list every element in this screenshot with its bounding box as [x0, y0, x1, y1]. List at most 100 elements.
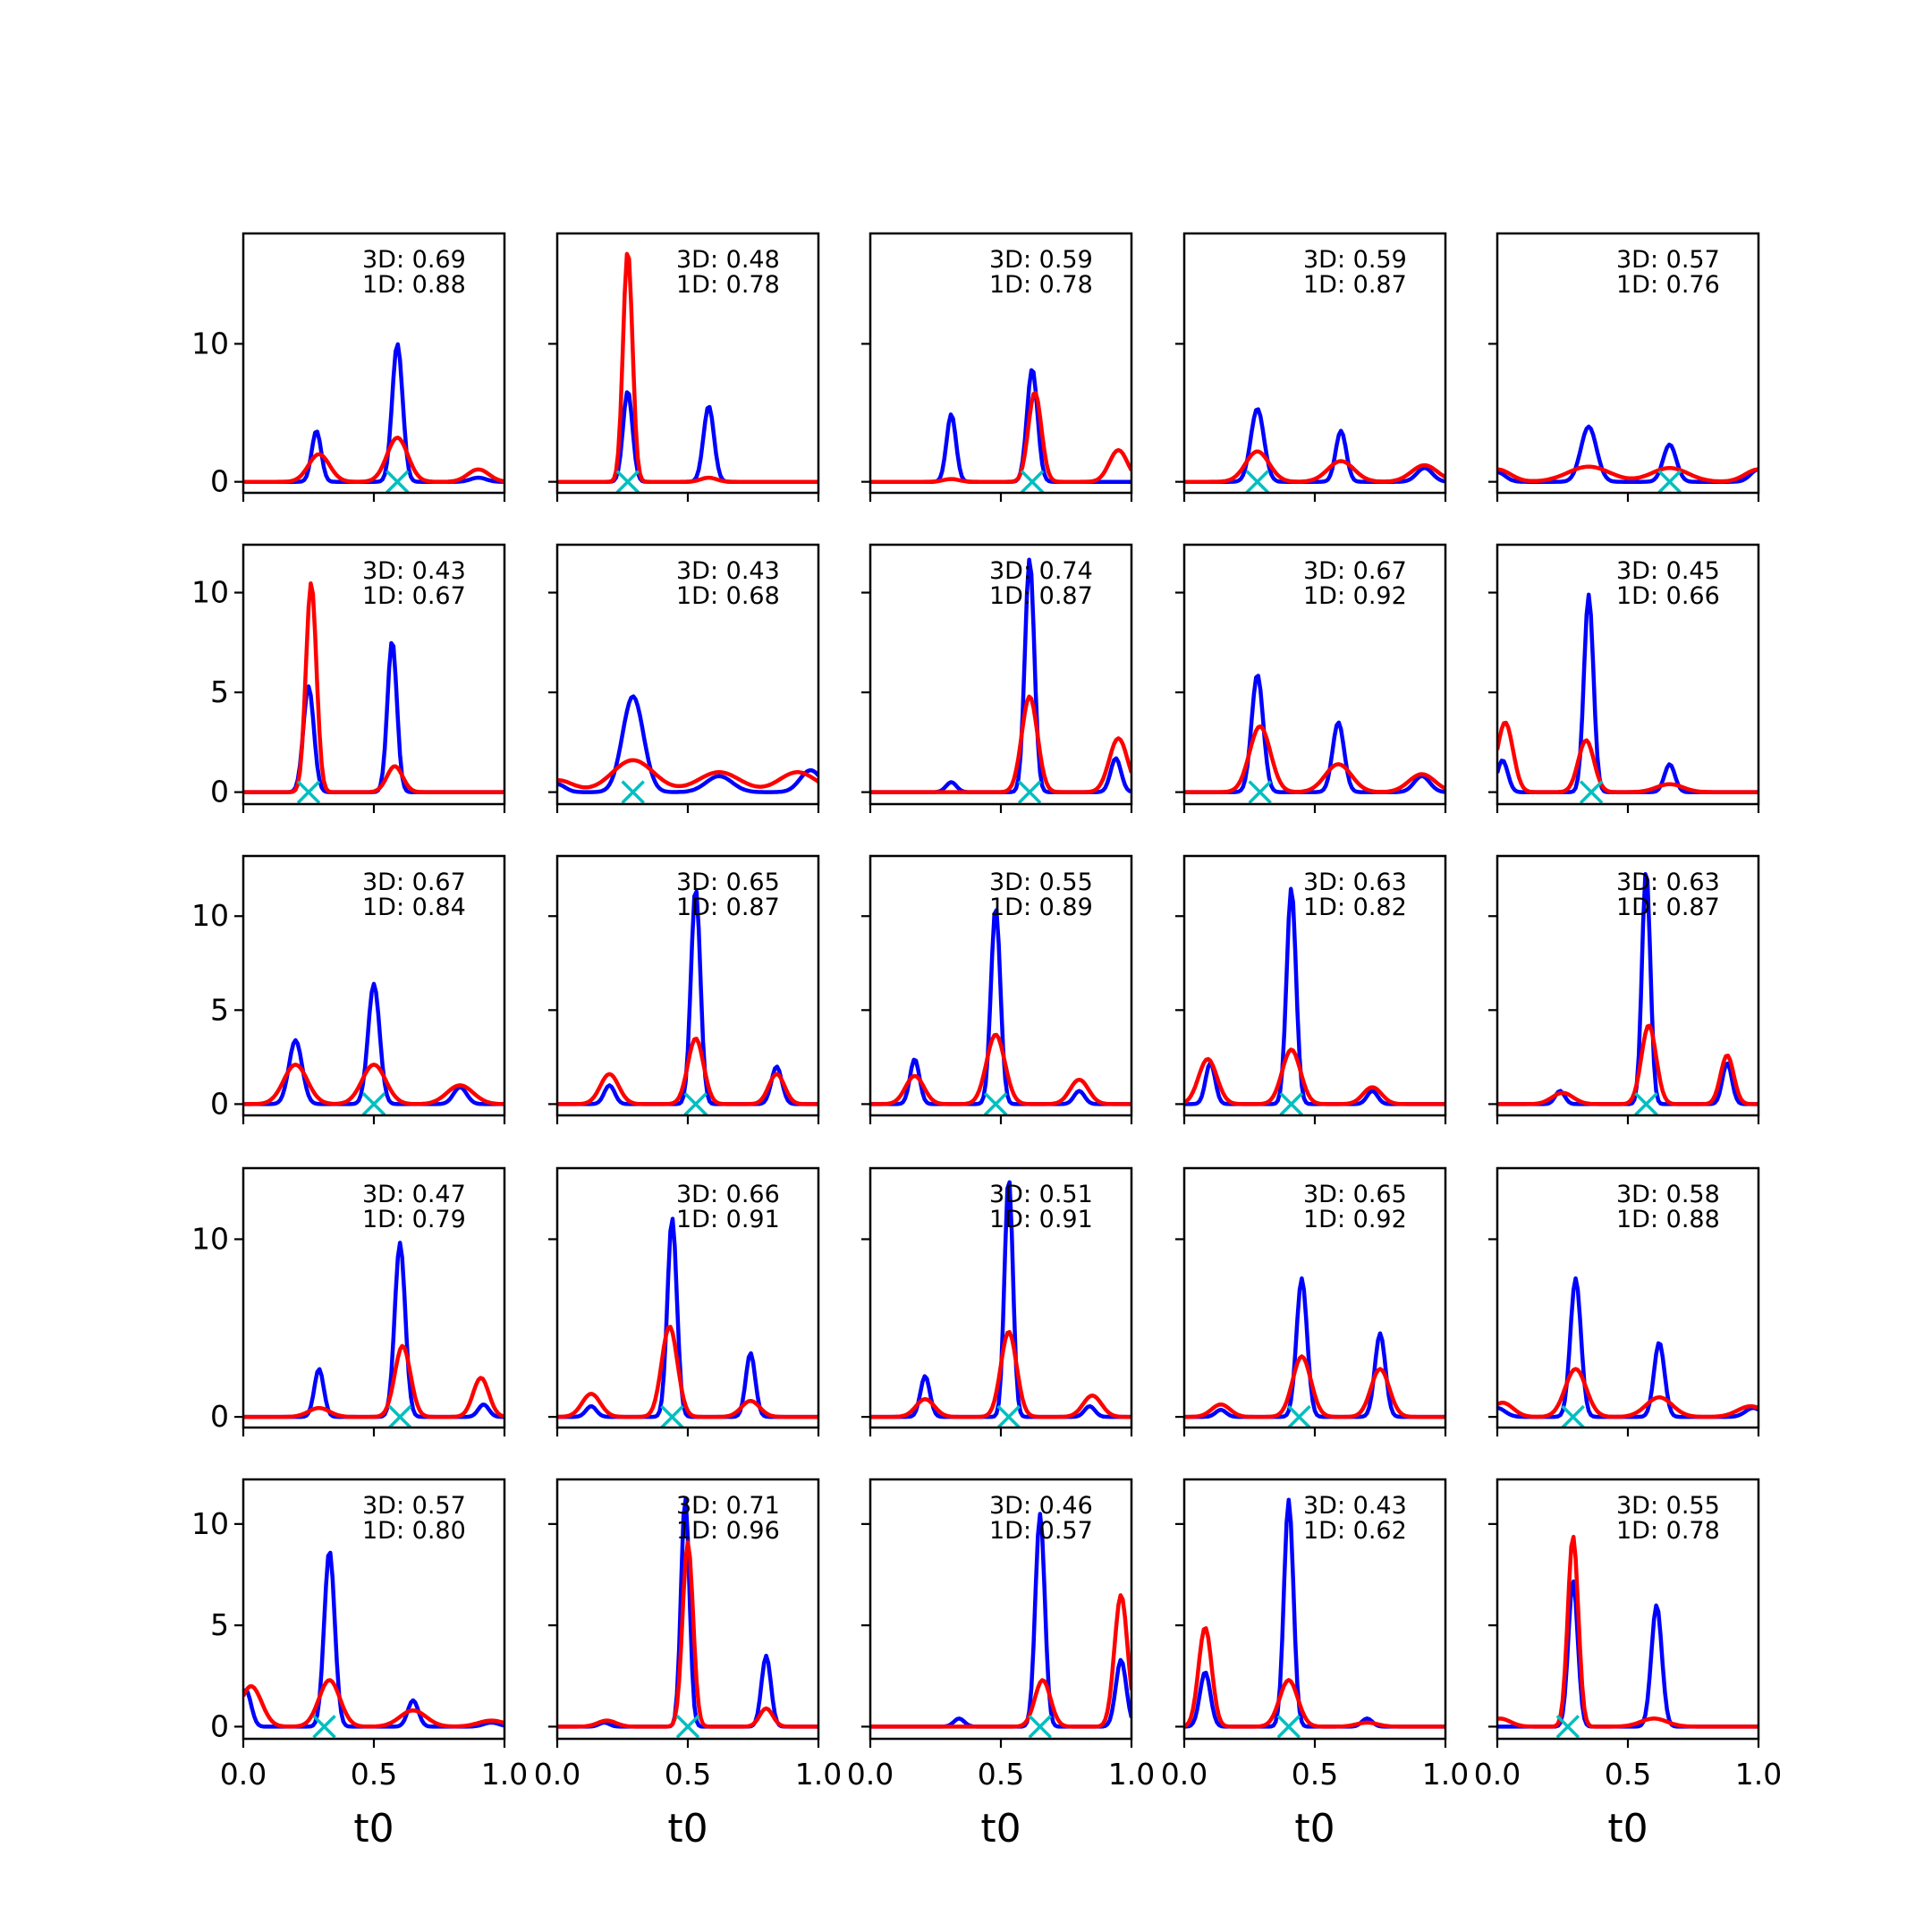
- score-annotation: 3D: 0.66: [676, 1181, 780, 1208]
- score-annotation: 1D: 0.92: [1303, 582, 1407, 610]
- score-annotation: 1D: 0.78: [1616, 1517, 1720, 1545]
- score-annotation: 1D: 0.84: [362, 894, 466, 921]
- red-series-line: [1184, 449, 1445, 484]
- score-annotation: 1D: 0.91: [989, 1206, 1093, 1233]
- target-x-marker: [1657, 470, 1682, 494]
- score-annotation: 3D: 0.65: [1303, 1181, 1407, 1208]
- red-series-line: [243, 580, 504, 794]
- target-x-marker: [1634, 1092, 1658, 1116]
- y-tick-label: 5: [210, 674, 229, 709]
- score-annotation: 3D: 0.65: [676, 869, 780, 896]
- score-annotation: 3D: 0.69: [362, 246, 466, 274]
- score-annotation: 3D: 0.55: [1616, 1492, 1720, 1520]
- y-tick-label: 0: [210, 1399, 229, 1434]
- blue-series-line: [1184, 1275, 1445, 1419]
- score-annotation: 1D: 0.87: [1616, 894, 1720, 921]
- score-annotation: 3D: 0.71: [676, 1492, 780, 1520]
- target-x-marker: [1028, 1715, 1053, 1739]
- blue-series-line: [557, 1216, 818, 1419]
- target-x-marker: [683, 1092, 708, 1116]
- red-series-line: [1497, 1023, 1758, 1106]
- blue-series-line: [870, 368, 1131, 484]
- score-annotation: 1D: 0.87: [1303, 271, 1407, 299]
- score-annotation: 3D: 0.74: [989, 557, 1093, 585]
- x-tick-label: 0.0: [534, 1757, 580, 1792]
- target-x-marker: [1245, 470, 1269, 494]
- score-annotation: 1D: 0.67: [362, 582, 466, 610]
- red-series-line: [557, 1539, 818, 1729]
- blue-series-line: [1184, 674, 1445, 794]
- x-tick-label: 1.0: [1108, 1757, 1155, 1792]
- blue-series-line: [243, 1241, 504, 1419]
- target-x-marker: [1579, 780, 1604, 804]
- target-x-marker: [1561, 1404, 1585, 1429]
- red-series-line: [243, 436, 504, 484]
- score-annotation: 3D: 0.43: [362, 557, 466, 585]
- target-x-marker: [675, 1715, 700, 1739]
- score-annotation: 1D: 0.91: [676, 1206, 780, 1233]
- blue-series-line: [1184, 407, 1445, 484]
- score-annotation: 1D: 0.88: [1616, 1206, 1720, 1233]
- score-annotation: 3D: 0.46: [989, 1492, 1093, 1520]
- red-series-line: [1497, 1367, 1758, 1419]
- score-annotation: 3D: 0.57: [362, 1492, 466, 1520]
- blue-series-line: [1497, 1579, 1758, 1729]
- red-series-line: [870, 391, 1131, 484]
- x-tick-label: 1.0: [1422, 1757, 1469, 1792]
- y-tick-label: 5: [210, 992, 229, 1027]
- target-x-marker: [361, 1092, 386, 1116]
- x-tick-label: 0.0: [220, 1757, 267, 1792]
- target-x-marker: [660, 1404, 684, 1429]
- score-annotation: 3D: 0.67: [1303, 557, 1407, 585]
- blue-series-line: [243, 1550, 504, 1729]
- score-annotation: 3D: 0.43: [1303, 1492, 1407, 1520]
- x-tick-label: 0.5: [1292, 1757, 1338, 1792]
- score-annotation: 1D: 0.80: [362, 1517, 466, 1545]
- score-annotation: 3D: 0.58: [1616, 1181, 1720, 1208]
- x-tick-label: 0.0: [847, 1757, 894, 1792]
- score-annotation: 3D: 0.59: [1303, 246, 1407, 274]
- x-tick-label: 0.5: [1605, 1757, 1651, 1792]
- score-annotation: 1D: 0.87: [676, 894, 780, 921]
- x-tick-label: 0.5: [351, 1757, 397, 1792]
- red-series-line: [1497, 720, 1758, 794]
- score-annotation: 3D: 0.51: [989, 1181, 1093, 1208]
- red-series-line: [243, 1343, 504, 1419]
- score-annotation: 3D: 0.47: [362, 1181, 466, 1208]
- red-series-line: [870, 1593, 1131, 1729]
- target-x-marker: [996, 1404, 1021, 1429]
- y-tick-label: 10: [191, 898, 229, 933]
- x-axis-label: t0: [1294, 1806, 1335, 1852]
- target-x-marker: [296, 780, 321, 804]
- target-x-marker: [312, 1715, 336, 1739]
- blue-series-line: [557, 889, 818, 1106]
- x-tick-label: 1.0: [795, 1757, 842, 1792]
- blue-series-line: [243, 342, 504, 484]
- score-annotation: 1D: 0.89: [989, 894, 1093, 921]
- red-series-line: [1497, 1534, 1758, 1729]
- y-tick-label: 0: [210, 1708, 229, 1743]
- blue-series-line: [1497, 424, 1758, 484]
- score-annotation: 1D: 0.68: [676, 582, 780, 610]
- score-annotation: 1D: 0.82: [1303, 894, 1407, 921]
- score-annotation: 3D: 0.67: [362, 869, 466, 896]
- score-annotation: 1D: 0.92: [1303, 1206, 1407, 1233]
- x-tick-label: 0.0: [1474, 1757, 1521, 1792]
- target-x-marker: [1555, 1715, 1580, 1739]
